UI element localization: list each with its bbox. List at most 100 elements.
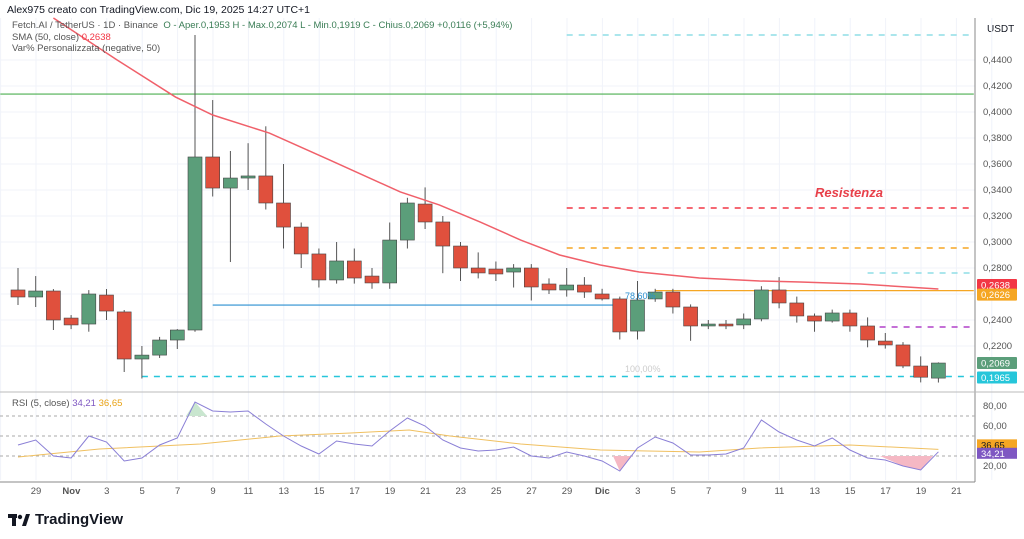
sma-legend[interactable]: SMA (50, close) 0,2638 [12, 32, 512, 44]
time-tick: Nov [62, 486, 81, 497]
candle-down [842, 312, 858, 327]
price-tick: 0,3800 [983, 133, 1012, 144]
rsi-tick: 60,00 [983, 421, 1007, 432]
time-tick: 11 [774, 486, 784, 497]
candle-down [99, 294, 114, 312]
candle-down [470, 267, 486, 274]
price-badge [977, 288, 1017, 301]
price-tick: 0,2800 [983, 263, 1012, 274]
candle-up [152, 339, 167, 356]
time-tick: 29 [31, 486, 42, 497]
time-tick: 11 [243, 486, 253, 497]
time-tick: 23 [456, 486, 467, 497]
candle-down [877, 340, 893, 346]
rsi-ma-badge-text: 36,65 [981, 440, 1005, 451]
time-tick: 15 [845, 486, 856, 497]
rsi-badge-text: 34,21 [981, 449, 1005, 460]
candle-up [329, 260, 344, 281]
price-tick: 0,2200 [983, 341, 1012, 352]
rsi-badge [977, 447, 1017, 459]
candle-down [718, 323, 734, 327]
rsi-line [17, 401, 939, 472]
candle-down [346, 260, 362, 279]
chart-header: Alex975 creato con TradingView.com, Dic … [7, 4, 311, 16]
rsi-legend[interactable]: RSI (5, close) 34,21 36,65 [12, 398, 122, 409]
candle-up [700, 323, 716, 327]
candle-up [400, 202, 415, 241]
fib-100-label: 100,00% [625, 364, 661, 374]
price-badge [977, 357, 1017, 370]
candle-up [647, 291, 663, 300]
candle-up [506, 267, 521, 273]
price-tick: 0,4000 [983, 107, 1012, 118]
fib-78-label: 78,60% [625, 291, 656, 301]
candle-down [683, 306, 698, 327]
ohlc-values: O - Aper.0,1953 H - Max.0,2074 L - Min.0… [163, 20, 513, 31]
candle-down [364, 275, 380, 284]
price-badge-text: 0,2069 [981, 359, 1010, 370]
resistance-label: Resistenza [815, 185, 883, 200]
price-badge-text: 0,2638 [981, 281, 1010, 292]
candle-up [81, 293, 97, 325]
rsi-overbought-fill [186, 402, 207, 416]
time-tick: 19 [916, 486, 927, 497]
candle-down [771, 289, 787, 304]
candle-down [665, 291, 681, 308]
rsi-label: RSI (5, close) [12, 398, 70, 409]
time-tick: 27 [526, 486, 537, 497]
candle-down [612, 298, 628, 333]
candle-up [170, 329, 185, 341]
candle-down [435, 221, 451, 247]
candle-up [824, 312, 840, 322]
price-tick: 0,2400 [983, 315, 1012, 326]
price-tick: 0,3200 [983, 211, 1012, 222]
candle-down [293, 226, 309, 255]
symbol-label: Fetch.AI / TetherUS · 1D · Binance [12, 20, 159, 31]
candle-up [630, 299, 645, 332]
time-tick: 5 [671, 486, 676, 497]
rsi-ma-line [17, 429, 939, 458]
price-tick: 0,4400 [983, 55, 1012, 66]
candle-up [28, 290, 44, 298]
candle-up [223, 177, 238, 189]
candle-down [10, 289, 26, 298]
currency-label: USDT [987, 24, 1015, 35]
time-tick: 17 [349, 486, 360, 497]
candle-down [116, 311, 132, 360]
price-tick: 0,3400 [983, 185, 1012, 196]
sma-value: 0,2638 [81, 31, 111, 43]
price-tick: 0,4200 [983, 81, 1012, 92]
candle-down [488, 268, 504, 275]
candle-down [258, 175, 274, 204]
candle-down [860, 325, 875, 341]
time-tick: 9 [741, 486, 746, 497]
rsi-tick: 20,00 [983, 461, 1007, 472]
candle-down [913, 365, 929, 378]
rsi-tick: 80,00 [983, 401, 1007, 412]
time-tick: 21 [951, 486, 962, 497]
time-tick: 3 [104, 486, 109, 497]
symbol-legend[interactable]: Fetch.AI / TetherUS · 1D · Binance O - A… [12, 20, 512, 32]
time-tick: 9 [210, 486, 215, 497]
time-tick: 13 [810, 486, 821, 497]
time-tick: 21 [420, 486, 431, 497]
candle-up [736, 318, 752, 326]
candle-down [577, 284, 592, 293]
candle-down [594, 293, 610, 300]
var-legend[interactable]: Var% Personalizzata (negative, 50) [12, 43, 161, 54]
time-tick: 13 [279, 486, 290, 497]
price-chart[interactable]: Resistenza 78,60% 100,00% 0,4400 0,4200 0,400… [0, 0, 1024, 505]
candle-down [205, 156, 220, 189]
candle-down [63, 317, 79, 326]
price-badge [977, 371, 1017, 384]
candle-down [789, 302, 805, 317]
candle-down [807, 315, 822, 322]
tradingview-logo[interactable]: TradingView [8, 511, 123, 528]
time-tick: 7 [706, 486, 711, 497]
time-tick: 25 [491, 486, 502, 497]
time-tick: Dic [595, 486, 610, 497]
tradingview-logo-icon [8, 513, 30, 526]
price-badge [977, 279, 1017, 292]
time-tick: 29 [562, 486, 573, 497]
time-tick: 7 [175, 486, 180, 497]
